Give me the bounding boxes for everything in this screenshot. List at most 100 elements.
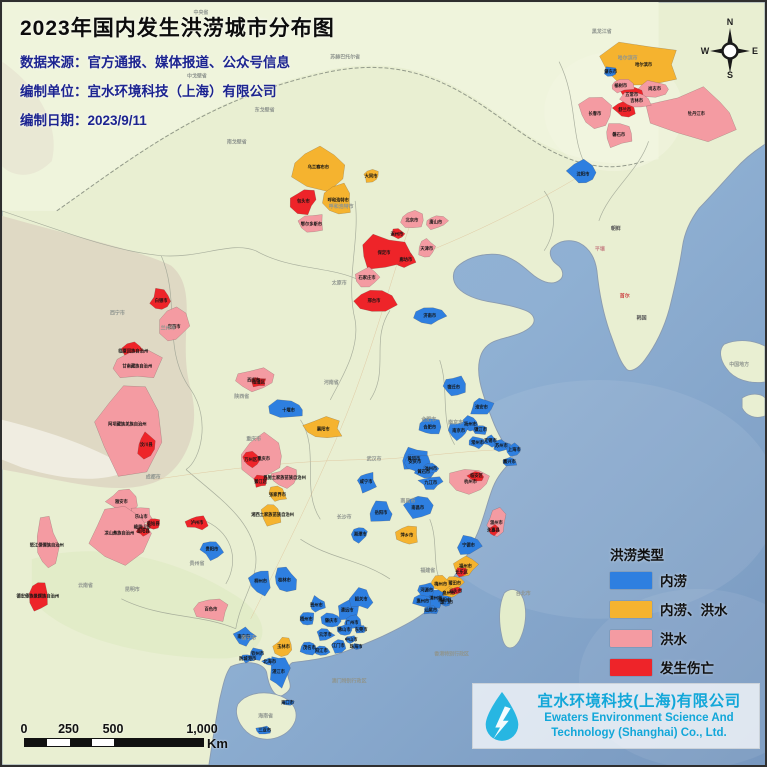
city-label: 中山市: [345, 636, 359, 643]
city-region: [299, 612, 315, 626]
city-region: [316, 628, 336, 641]
city-label: 萍乡市: [400, 532, 414, 539]
city-label: 百色市: [205, 605, 219, 612]
city-label: 防城港市: [239, 655, 257, 662]
city-region: [418, 418, 442, 435]
city-region: [363, 169, 379, 183]
city-label: 三亚市: [258, 727, 272, 734]
basemap-label: 昆明市: [125, 586, 140, 593]
city-label: 咸宁市: [360, 478, 374, 485]
city-label: 湛江市: [272, 668, 286, 675]
city-label: 大同市: [365, 173, 379, 180]
city-label: 厦门市: [440, 598, 454, 605]
city-region: [417, 582, 435, 597]
basemap-label: 合肥市: [420, 416, 436, 423]
city-region: [457, 535, 483, 555]
island-taiwan: [499, 589, 526, 649]
city-region: [506, 442, 521, 457]
city-regions: [29, 41, 737, 735]
city-label: 黄冈市: [407, 455, 421, 462]
island-japan-2: [741, 393, 765, 418]
city-label: 泉州市: [442, 589, 456, 596]
city-label: 白银市: [155, 297, 169, 304]
basemap-label: 平壤: [595, 246, 606, 253]
city-label: 海口市: [281, 699, 295, 706]
city-region: [448, 586, 462, 595]
city-label: 贵阳市: [206, 546, 220, 553]
city-region: [159, 306, 191, 342]
city-region: [350, 527, 368, 544]
city-region: [291, 145, 346, 192]
city-region: [250, 377, 267, 388]
city-label: 张家界市: [269, 491, 287, 498]
city-region: [331, 639, 347, 654]
city-region: [289, 189, 317, 215]
city-label: 湘西土家族苗族自治州: [251, 511, 294, 518]
city-label: 临夏回族自治州: [118, 348, 148, 355]
city-label: 尚志市: [648, 85, 662, 92]
city-label: 莆田市: [448, 579, 462, 586]
city-label: 哈尔滨市: [635, 61, 653, 68]
city-region: [565, 158, 597, 184]
city-label: 无锡市: [483, 437, 498, 444]
city-label: 峨眉山市: [134, 524, 152, 531]
city-region: [470, 397, 495, 415]
basemap-label: 武汉市: [367, 456, 382, 463]
city-label: 舒兰市: [618, 106, 632, 113]
city-label: 美姑县: [147, 520, 161, 527]
city-label: 福州市: [458, 563, 473, 570]
city-region: [611, 79, 635, 94]
city-region: [310, 595, 326, 613]
city-label: 恩施土家族苗族自治州: [263, 474, 306, 481]
city-label: 岳阳市: [375, 509, 389, 516]
city-region: [352, 643, 362, 650]
city-label: 东莞市: [355, 626, 369, 633]
city-region: [275, 566, 297, 592]
city-label: 宿迁市: [447, 383, 461, 390]
city-label: 襄阳市: [316, 425, 331, 432]
city-label: 柳州市: [254, 577, 268, 584]
city-region: [320, 612, 342, 628]
city-label: 长乐区: [455, 569, 469, 576]
city-region: [253, 474, 268, 488]
city-region: [260, 504, 282, 527]
city-region: [281, 699, 295, 706]
city-region: [472, 425, 488, 435]
city-region: [619, 92, 652, 108]
city-label: 包头市: [296, 197, 311, 204]
city-label: 济南市: [423, 312, 437, 319]
city-label: 定西市: [167, 323, 182, 330]
city-label: 肇东市: [604, 68, 618, 75]
city-region: [261, 657, 277, 666]
city-label: 牡丹江市: [688, 110, 706, 117]
basemap-label: 中戈壁省: [187, 73, 207, 80]
city-region: [137, 431, 156, 460]
basemap-label: 呼和浩特市: [329, 203, 354, 210]
city-label: 温州市: [490, 519, 504, 526]
basemap-label: 西宁市: [110, 309, 125, 316]
city-label: 肇庆市: [325, 617, 339, 624]
city-region: [297, 214, 323, 233]
city-label: 云浮市: [319, 631, 333, 638]
city-label: 江门市: [332, 642, 346, 649]
city-region: [482, 434, 497, 448]
city-label: 万州区: [243, 456, 258, 463]
city-label: 西安市: [247, 377, 261, 384]
city-region: [88, 506, 152, 566]
basemap-label: 南昌市: [400, 497, 415, 504]
basemap-label: 海南省: [258, 712, 273, 719]
city-label: 十堰市: [282, 406, 296, 413]
basemap-label: 陕西省: [234, 393, 249, 400]
city-label: 吉林市: [630, 97, 644, 104]
city-region: [240, 654, 255, 664]
city-label: 长春市: [588, 110, 602, 117]
city-label: 汕头市: [449, 587, 463, 594]
city-region: [417, 476, 444, 490]
city-label: 汶川县: [140, 441, 154, 448]
island-japan: [720, 340, 765, 383]
basemap-label: 台北市: [516, 590, 531, 597]
city-label: 淮安市: [475, 403, 489, 410]
basemap-label: 苏赫巴托尔省: [330, 54, 360, 61]
city-region: [502, 456, 518, 467]
